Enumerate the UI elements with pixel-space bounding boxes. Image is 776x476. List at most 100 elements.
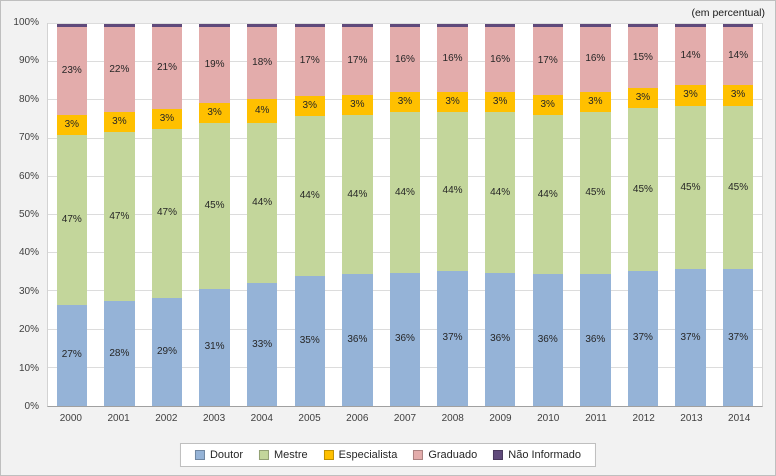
- bar-segment-especialista: 3%: [151, 108, 183, 129]
- bar-value-label: 16%: [585, 53, 606, 65]
- bar-segment-especialista: 3%: [437, 91, 468, 112]
- bar-segment-mestre: 44%: [342, 115, 373, 275]
- bar-segment-nao-informado: [199, 24, 230, 28]
- legend-swatch: [413, 450, 424, 460]
- bar-segment-mestre: 45%: [199, 123, 230, 289]
- bar-segment-mestre: 44%: [484, 112, 516, 273]
- bar-value-label: 3%: [207, 107, 222, 119]
- legend-item-doutor: Doutor: [194, 449, 243, 461]
- bar-segment-especialista: 3%: [627, 88, 659, 109]
- bar-slot-2009: 16% 3% 44% 36%: [476, 24, 524, 407]
- bar-segment-mestre: 45%: [675, 105, 706, 270]
- bar-2001: 22% 3% 47% 28%: [104, 24, 135, 407]
- bar-slot-2011: 16% 3% 45% 36%: [572, 24, 620, 406]
- bar-segment-especialista: 3%: [722, 85, 754, 106]
- bar-segment-graduado: 14%: [722, 27, 754, 86]
- y-tick-label: 90%: [18, 55, 39, 67]
- bar-segment-doutor: 31%: [199, 288, 230, 406]
- bar-2007: 16% 3% 44% 36%: [389, 24, 421, 407]
- x-tick-label: 2010: [537, 413, 560, 424]
- bar-value-label: 44%: [347, 188, 368, 200]
- bar-value-label: 3%: [397, 96, 413, 108]
- bar-segment-graduado: 16%: [437, 27, 468, 92]
- bar-segment-nao-informado: [104, 24, 135, 28]
- bar-slot-2004: 18% 4% 44% 33%: [238, 24, 286, 407]
- bar-segment-especialista: 3%: [56, 115, 88, 136]
- bar-segment-doutor: 27%: [56, 304, 88, 406]
- bar-value-label: 36%: [585, 334, 606, 346]
- bar-value-label: 44%: [394, 186, 415, 198]
- bar-value-label: 29%: [156, 345, 177, 357]
- legend-swatch: [323, 450, 334, 460]
- bar-slot-2007: 16% 3% 44% 36%: [381, 24, 429, 407]
- plot-area: 23% 3% 47% 27% 22% 3% 47% 28% 21% 3% 47% 29% 19% 3% 45…: [47, 23, 763, 407]
- bar-segment-especialista: 3%: [484, 92, 516, 113]
- bar-slot-2002: 21% 3% 47% 29%: [143, 24, 191, 407]
- bar-value-label: 37%: [442, 332, 463, 344]
- bar-value-label: 36%: [537, 334, 558, 346]
- bar-slot-2001: 22% 3% 47% 28%: [96, 24, 144, 407]
- legend-label: Não Informado: [508, 449, 582, 461]
- bar-segment-mestre: 45%: [580, 111, 611, 275]
- bar-segment-mestre: 44%: [532, 115, 563, 275]
- bar-value-label: 31%: [204, 341, 225, 353]
- y-tick-label: 60%: [18, 170, 39, 182]
- bar-value-label: 3%: [730, 89, 746, 101]
- legend-label: Doutor: [209, 449, 243, 461]
- bar-value-label: 3%: [445, 95, 460, 107]
- bar-segment-graduado: 16%: [484, 27, 516, 93]
- bar-value-label: 14%: [728, 50, 749, 62]
- bar-segment-doutor: 29%: [151, 297, 183, 407]
- bar-2010: 17% 3% 44% 36%: [532, 24, 563, 406]
- bar-segment-especialista: 3%: [199, 103, 230, 124]
- bar-segment-graduado: 16%: [580, 27, 611, 92]
- legend-label: Graduado: [428, 449, 478, 461]
- legend-label: Mestre: [274, 449, 308, 461]
- bar-value-label: 36%: [490, 333, 511, 345]
- bar-value-label: 44%: [537, 188, 558, 200]
- bar-value-label: 45%: [728, 181, 749, 193]
- bars: 23% 3% 47% 27% 22% 3% 47% 28% 21% 3% 47% 29% 19% 3% 45…: [48, 24, 762, 407]
- x-tick-label: 2000: [59, 413, 82, 424]
- bar-segment-doutor: 36%: [580, 274, 611, 406]
- bar-segment-mestre: 47%: [56, 135, 88, 305]
- bar-value-label: 45%: [680, 181, 701, 193]
- bar-segment-nao-informado: [675, 24, 706, 28]
- bar-value-label: 28%: [109, 347, 130, 359]
- bar-slot-2006: 17% 3% 44% 36%: [334, 24, 382, 406]
- bar-value-label: 16%: [442, 53, 463, 65]
- bar-segment-doutor: 36%: [532, 274, 563, 406]
- bar-segment-especialista: 3%: [104, 111, 135, 133]
- bar-segment-doutor: 37%: [722, 269, 754, 407]
- x-tick-label: 2002: [155, 413, 178, 424]
- bar-2008: 16% 3% 44% 37%: [437, 24, 468, 406]
- legend-label: Especialista: [338, 449, 398, 461]
- bar-segment-doutor: 35%: [294, 276, 325, 407]
- bar-segment-mestre: 45%: [722, 105, 754, 270]
- legend-item-especialista: Especialista: [323, 449, 398, 461]
- bar-value-label: 47%: [61, 214, 82, 225]
- bar-segment-graduado: 17%: [294, 27, 325, 96]
- bar-segment-graduado: 15%: [627, 27, 659, 89]
- bar-value-label: 45%: [204, 200, 225, 212]
- bar-segment-doutor: 36%: [389, 272, 421, 407]
- bar-2006: 17% 3% 44% 36%: [342, 24, 373, 406]
- y-axis: 0% 10% 20% 30% 40% 50% 60% 70% 80% 90% 100%: [1, 17, 43, 412]
- bar-value-label: 17%: [299, 55, 320, 67]
- bar-segment-especialista: 3%: [580, 91, 611, 112]
- bar-value-label: 44%: [490, 186, 511, 198]
- bar-segment-nao-informado: [294, 24, 325, 28]
- y-tick-label: 80%: [18, 93, 39, 105]
- bar-value-label: 16%: [490, 53, 511, 65]
- bar-value-label: 17%: [537, 55, 558, 67]
- y-tick-label: 40%: [18, 247, 39, 259]
- bar-segment-doutor: 37%: [627, 270, 659, 406]
- bar-segment-graduado: 19%: [199, 27, 230, 104]
- y-tick-label: 100%: [13, 17, 39, 28]
- bar-segment-especialista: 3%: [342, 94, 373, 116]
- bar-2012: 15% 3% 45% 37%: [627, 24, 659, 406]
- bar-segment-doutor: 37%: [437, 270, 468, 406]
- bar-segment-especialista: 3%: [675, 85, 706, 106]
- bar-value-label: 21%: [156, 61, 177, 73]
- bar-segment-doutor: 33%: [246, 283, 278, 407]
